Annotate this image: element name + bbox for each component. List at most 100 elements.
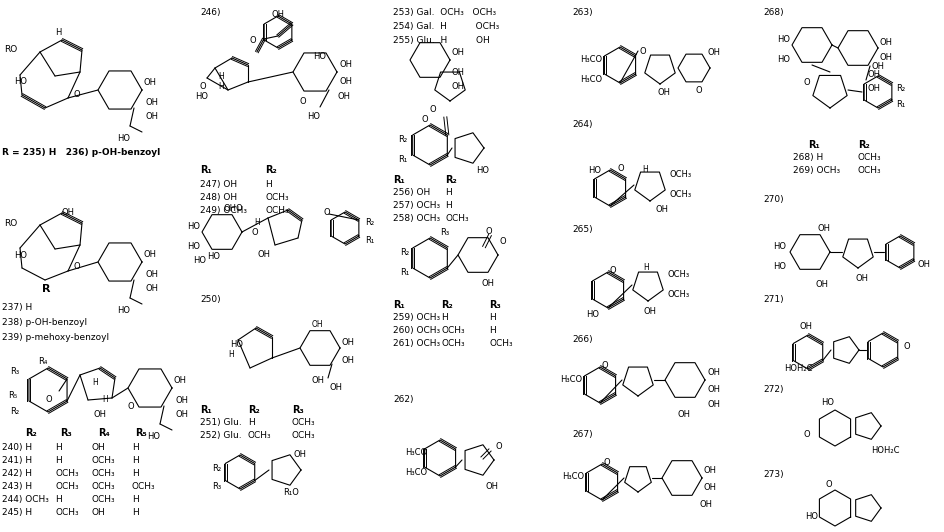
Text: H: H xyxy=(441,313,447,322)
Text: OCH₃: OCH₃ xyxy=(669,190,691,199)
Text: R₁: R₁ xyxy=(200,165,211,175)
Text: 263): 263) xyxy=(571,8,592,17)
Text: OCH₃: OCH₃ xyxy=(55,482,78,491)
Text: H: H xyxy=(132,508,139,517)
Text: R: R xyxy=(42,284,50,294)
Text: OH: OH xyxy=(799,322,812,331)
Text: OH: OH xyxy=(706,385,719,394)
Text: 255) Glu.  H          OH: 255) Glu. H OH xyxy=(393,36,489,45)
Text: OH: OH xyxy=(707,48,720,57)
Text: HO: HO xyxy=(229,340,243,349)
Text: RO: RO xyxy=(4,46,17,54)
Text: OH: OH xyxy=(706,400,719,409)
Text: OH: OH xyxy=(337,92,349,101)
Text: OH: OH xyxy=(451,48,464,57)
Text: OH: OH xyxy=(293,450,306,459)
Text: OCH₃: OCH₃ xyxy=(132,482,156,491)
Text: OH: OH xyxy=(868,70,880,79)
Text: H: H xyxy=(132,456,139,465)
Text: 246): 246) xyxy=(200,8,220,17)
Text: HO: HO xyxy=(14,78,27,87)
Text: OH: OH xyxy=(706,368,719,377)
Text: O: O xyxy=(601,361,608,370)
Text: OCH₃: OCH₃ xyxy=(92,456,115,465)
Text: R₃: R₃ xyxy=(59,428,72,438)
Text: R = 235) H   236) p-OH-benzoyl: R = 235) H 236) p-OH-benzoyl xyxy=(2,148,160,157)
Text: OH: OH xyxy=(879,53,892,62)
Text: OCH₃: OCH₃ xyxy=(667,270,689,279)
Text: HO: HO xyxy=(147,432,160,441)
Text: OH: OH xyxy=(703,466,716,475)
Text: 272): 272) xyxy=(762,385,783,394)
Text: R₂: R₂ xyxy=(399,248,409,257)
Text: O: O xyxy=(422,115,429,124)
Text: HO: HO xyxy=(187,222,200,231)
Text: OCH₃: OCH₃ xyxy=(441,326,464,335)
Text: R₁: R₁ xyxy=(364,236,374,245)
Text: OH: OH xyxy=(657,88,670,97)
Text: 270): 270) xyxy=(762,195,783,204)
Text: OH: OH xyxy=(917,260,930,269)
Text: OCH₃: OCH₃ xyxy=(445,214,468,223)
Text: 261) OCH₃: 261) OCH₃ xyxy=(393,339,440,348)
Text: OH: OH xyxy=(676,410,689,419)
Text: OH: OH xyxy=(143,250,156,259)
Text: H: H xyxy=(55,28,61,37)
Text: OH: OH xyxy=(92,443,106,452)
Text: OHO: OHO xyxy=(224,204,244,213)
Text: R₂: R₂ xyxy=(895,84,904,93)
Text: O: O xyxy=(199,82,206,91)
Text: OCH₃: OCH₃ xyxy=(857,153,881,162)
Text: O: O xyxy=(74,90,80,99)
Text: OH: OH xyxy=(62,208,75,217)
Text: R₁: R₁ xyxy=(393,300,404,310)
Text: 247) OH: 247) OH xyxy=(200,180,237,189)
Text: R₁: R₁ xyxy=(200,405,211,415)
Text: OCH₃: OCH₃ xyxy=(247,431,271,440)
Text: O: O xyxy=(299,97,306,106)
Text: 267): 267) xyxy=(571,430,592,439)
Text: O: O xyxy=(802,430,809,439)
Text: R₂: R₂ xyxy=(441,300,452,310)
Text: 242) H: 242) H xyxy=(2,469,32,478)
Text: R₄: R₄ xyxy=(98,428,110,438)
Text: HO: HO xyxy=(776,35,789,44)
Text: H: H xyxy=(132,469,139,478)
Text: O: O xyxy=(430,105,436,114)
Text: R₁: R₁ xyxy=(807,140,818,150)
Text: H: H xyxy=(488,313,496,322)
Text: R₂: R₂ xyxy=(211,464,221,473)
Text: R₂: R₂ xyxy=(264,165,277,175)
Text: OH: OH xyxy=(481,279,495,288)
Text: OH: OH xyxy=(92,508,106,517)
Text: O: O xyxy=(803,78,810,87)
Text: OCH₃: OCH₃ xyxy=(92,469,115,478)
Text: OCH₃: OCH₃ xyxy=(92,495,115,504)
Text: H: H xyxy=(55,443,61,452)
Text: HO: HO xyxy=(776,55,789,64)
Text: OH: OH xyxy=(144,284,158,293)
Text: R₂: R₂ xyxy=(10,408,19,417)
Text: H: H xyxy=(488,326,496,335)
Text: 251) Glu.: 251) Glu. xyxy=(200,418,242,427)
Text: R₁O: R₁O xyxy=(282,488,298,497)
Text: 248) OH: 248) OH xyxy=(200,193,237,202)
Text: H: H xyxy=(445,188,451,197)
Text: OH: OH xyxy=(642,307,655,316)
Text: O: O xyxy=(639,47,646,56)
Text: O: O xyxy=(824,480,831,489)
Text: 273): 273) xyxy=(762,470,783,479)
Text: O: O xyxy=(45,395,52,404)
Text: 240) H: 240) H xyxy=(2,443,32,452)
Text: OCH₃: OCH₃ xyxy=(488,339,512,348)
Text: 256) OH: 256) OH xyxy=(393,188,430,197)
Text: OCH₃: OCH₃ xyxy=(264,206,288,215)
Text: OCH₃: OCH₃ xyxy=(667,290,689,299)
Text: 244) OCH₃: 244) OCH₃ xyxy=(2,495,49,504)
Text: 259) OCH₃: 259) OCH₃ xyxy=(393,313,440,322)
Text: 258) OCH₃: 258) OCH₃ xyxy=(393,214,440,223)
Text: O: O xyxy=(323,208,329,217)
Text: OH: OH xyxy=(485,482,498,491)
Text: R₄: R₄ xyxy=(38,358,47,367)
Text: HO: HO xyxy=(312,52,326,61)
